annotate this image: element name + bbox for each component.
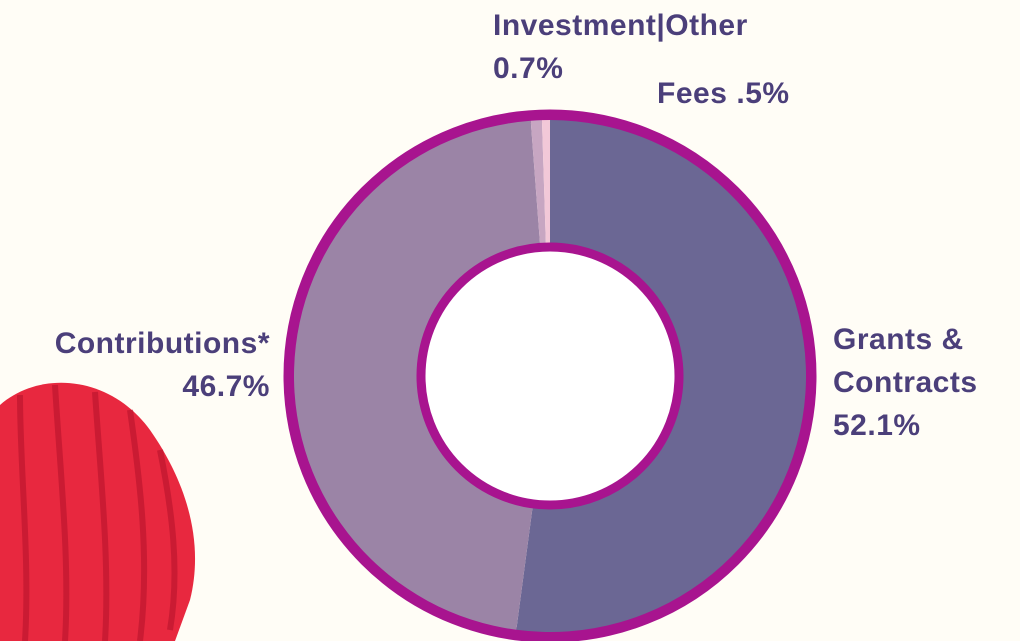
value-label: 0.7% xyxy=(493,52,564,85)
outer-ring xyxy=(283,109,817,641)
hat-photo xyxy=(0,382,196,641)
slice xyxy=(516,120,806,633)
value-label: 46.7% xyxy=(182,370,270,403)
label-contributions: Contributions* 46.7% xyxy=(55,322,270,408)
label-grants: Grants & Contracts 52.1% xyxy=(833,318,1013,447)
category-label: Contributions* xyxy=(54,327,270,360)
label-fees: Fees .5% xyxy=(657,72,790,115)
value-label: 52.1% xyxy=(833,409,921,442)
slice xyxy=(530,120,546,244)
category-label: Grants & Contracts xyxy=(833,323,978,399)
category-label: Investment|Other xyxy=(493,9,748,42)
slices xyxy=(283,109,817,641)
inner-ring xyxy=(416,242,684,510)
category-label: Fees xyxy=(657,77,728,110)
value-label: .5% xyxy=(736,77,790,110)
slice xyxy=(541,120,550,244)
label-investment: Investment|Other 0.7% xyxy=(493,4,748,90)
